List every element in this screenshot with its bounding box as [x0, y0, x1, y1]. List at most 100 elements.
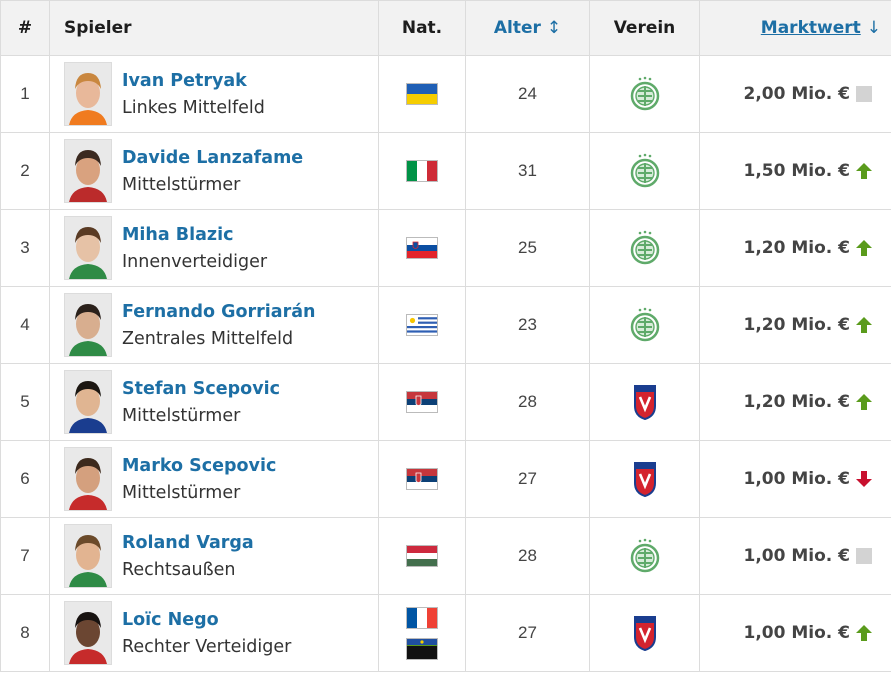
player-name-link[interactable]: Loïc Nego: [122, 609, 219, 630]
market-value[interactable]: 1,50 Mio. €: [743, 161, 851, 181]
market-value[interactable]: 1,00 Mio. €: [743, 469, 851, 489]
player-photo[interactable]: [64, 601, 112, 665]
market-value-cell: 1,00 Mio. €: [699, 594, 891, 672]
videoton-crest-icon[interactable]: [633, 460, 657, 498]
ferencvaros-crest-icon[interactable]: [630, 75, 660, 113]
player-name-link[interactable]: Stefan Scepovic: [122, 378, 280, 399]
club-cell: [589, 517, 700, 595]
header-nationality: Nat.: [378, 0, 466, 56]
player-cell: Loïc Nego Rechter Verteidiger: [49, 594, 379, 672]
market-value[interactable]: 2,00 Mio. €: [743, 84, 851, 104]
club-cell: [589, 132, 700, 210]
videoton-crest-icon[interactable]: [633, 383, 657, 421]
ferencvaros-crest-icon[interactable]: [630, 229, 660, 267]
flag-ukraine-icon: [406, 83, 438, 105]
player-cell: Fernando Gorriarán Zentrales Mittelfeld: [49, 286, 379, 364]
age-cell: 31: [465, 132, 590, 210]
trend-up-icon: [856, 240, 872, 256]
header-number: #: [0, 0, 50, 56]
sort-both-icon: ↕: [546, 18, 562, 38]
videoton-crest-icon[interactable]: [633, 614, 657, 652]
player-photo[interactable]: [64, 370, 112, 434]
player-name-link[interactable]: Fernando Gorriarán: [122, 301, 316, 322]
player-photo[interactable]: [64, 447, 112, 511]
age-cell: 25: [465, 209, 590, 287]
nationality-cell: [378, 132, 466, 210]
flag-france-icon: [406, 606, 438, 629]
table-row: 6 Marko Scepovic Mittelstürmer 27 1,00 M…: [0, 440, 891, 518]
trend-up-icon: [856, 163, 872, 179]
market-value-cell: 1,20 Mio. €: [699, 209, 891, 287]
ferencvaros-crest-icon[interactable]: [630, 306, 660, 344]
player-position: Rechtsaußen: [122, 559, 236, 580]
age-cell: 23: [465, 286, 590, 364]
trend-up-icon: [856, 394, 872, 410]
age-cell: 27: [465, 594, 590, 672]
flag-hungary-icon: [406, 545, 438, 567]
player-photo[interactable]: [64, 62, 112, 126]
row-number: 8: [0, 594, 50, 672]
nationality-cell: [378, 517, 466, 595]
market-value[interactable]: 1,20 Mio. €: [743, 315, 851, 335]
player-position: Mittelstürmer: [122, 405, 241, 426]
market-value[interactable]: 1,00 Mio. €: [743, 546, 851, 566]
club-cell: [589, 363, 700, 441]
player-photo[interactable]: [64, 524, 112, 588]
player-name-link[interactable]: Roland Varga: [122, 532, 254, 553]
player-cell: Stefan Scepovic Mittelstürmer: [49, 363, 379, 441]
market-value[interactable]: 1,20 Mio. €: [743, 238, 851, 258]
flag-italy-icon: [406, 160, 438, 182]
flag-uruguay-icon: [406, 314, 438, 336]
market-value[interactable]: 1,20 Mio. €: [743, 392, 851, 412]
flag-serbia-icon: [406, 468, 438, 490]
header-market-value-sort[interactable]: Marktwert ↓: [699, 0, 891, 56]
table-row: 5 Stefan Scepovic Mittelstürmer 28 1,20 …: [0, 363, 891, 441]
player-position: Zentrales Mittelfeld: [122, 328, 294, 349]
table-row: 2 Davide Lanzafame Mittelstürmer 31 1,50…: [0, 132, 891, 210]
player-position: Innenverteidiger: [122, 251, 268, 272]
nationality-cell: [378, 594, 466, 672]
header-age-sort[interactable]: Alter ↕: [465, 0, 590, 56]
market-value-cell: 1,00 Mio. €: [699, 517, 891, 595]
trend-up-icon: [856, 625, 872, 641]
player-cell: Marko Scepovic Mittelstürmer: [49, 440, 379, 518]
flag-guadeloupe-icon: [406, 637, 438, 660]
player-position: Rechter Verteidiger: [122, 636, 292, 657]
player-cell: Miha Blazic Innenverteidiger: [49, 209, 379, 287]
club-cell: [589, 209, 700, 287]
row-number: 5: [0, 363, 50, 441]
table-row: 1 Ivan Petryak Linkes Mittelfeld 24 2,00…: [0, 55, 891, 133]
player-photo[interactable]: [64, 293, 112, 357]
player-position: Linkes Mittelfeld: [122, 97, 265, 118]
age-cell: 24: [465, 55, 590, 133]
player-name-link[interactable]: Marko Scepovic: [122, 455, 277, 476]
market-value[interactable]: 1,00 Mio. €: [743, 623, 851, 643]
nationality-cell: [378, 440, 466, 518]
table-row: 4 Fernando Gorriarán Zentrales Mittelfel…: [0, 286, 891, 364]
table-header-row: # Spieler Nat. Alter ↕ Verein Marktwert ↓: [0, 0, 891, 56]
table-row: 3 Miha Blazic Innenverteidiger 25 1,20 M…: [0, 209, 891, 287]
player-name-link[interactable]: Ivan Petryak: [122, 70, 247, 91]
club-cell: [589, 55, 700, 133]
club-cell: [589, 440, 700, 518]
player-position: Mittelstürmer: [122, 482, 241, 503]
player-name-link[interactable]: Miha Blazic: [122, 224, 234, 245]
nationality-cell: [378, 55, 466, 133]
header-club: Verein: [589, 0, 700, 56]
age-cell: 28: [465, 363, 590, 441]
nationality-cell: [378, 286, 466, 364]
player-cell: Ivan Petryak Linkes Mittelfeld: [49, 55, 379, 133]
ferencvaros-crest-icon[interactable]: [630, 152, 660, 190]
ferencvaros-crest-icon[interactable]: [630, 537, 660, 575]
player-cell: Roland Varga Rechtsaußen: [49, 517, 379, 595]
player-photo[interactable]: [64, 139, 112, 203]
flag-serbia-icon: [406, 391, 438, 413]
trend-unchanged-icon: [856, 548, 872, 564]
flag-slovenia-icon: [406, 237, 438, 259]
player-photo[interactable]: [64, 216, 112, 280]
row-number: 6: [0, 440, 50, 518]
player-name-link[interactable]: Davide Lanzafame: [122, 147, 304, 168]
table-row: 8 Loïc Nego Rechter Verteidiger 27 1,00 …: [0, 594, 891, 672]
player-position: Mittelstürmer: [122, 174, 241, 195]
market-value-cell: 1,00 Mio. €: [699, 440, 891, 518]
